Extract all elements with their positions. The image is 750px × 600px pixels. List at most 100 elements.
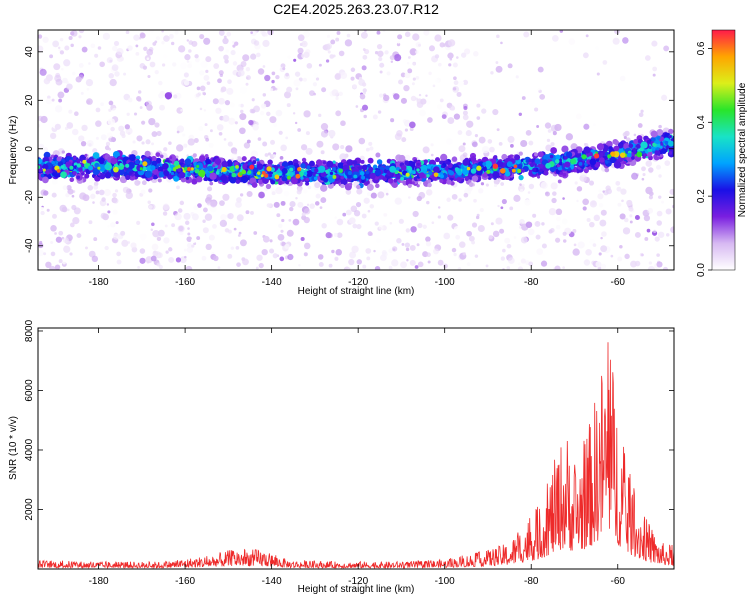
heatmap-cell xyxy=(439,98,444,103)
heatmap-cell xyxy=(209,200,218,208)
heatmap-cell xyxy=(453,76,457,81)
heatmap-cell xyxy=(555,224,561,230)
heatmap-cell xyxy=(200,60,208,68)
heatmap-cell xyxy=(667,140,674,147)
heatmap-cell xyxy=(78,62,84,68)
heatmap-cell xyxy=(642,172,646,177)
heatmap-cell xyxy=(592,49,599,55)
heatmap-cell xyxy=(458,145,466,153)
heatmap-cell xyxy=(551,35,559,42)
heatmap-cell xyxy=(184,54,191,61)
heatmap-cell xyxy=(191,244,195,248)
heatmap-cell xyxy=(68,109,73,114)
heatmap-cell xyxy=(46,208,50,212)
heatmap-cell xyxy=(661,200,665,204)
heatmap-cell xyxy=(252,160,257,165)
heatmap-cell xyxy=(462,142,466,146)
heatmap-cell xyxy=(367,231,373,237)
heatmap-cell xyxy=(85,78,94,87)
heatmap-cell xyxy=(247,170,252,175)
heatmap-cell xyxy=(312,82,318,87)
heatmap-cell xyxy=(363,197,370,204)
heatmap-cell xyxy=(303,208,311,215)
spectrogram-y-ticks: -40 -20 0 20 40 xyxy=(24,46,674,253)
heatmap-cell xyxy=(179,200,185,206)
heatmap-cell xyxy=(361,213,367,219)
heatmap-cell xyxy=(220,86,227,93)
heatmap-cell xyxy=(562,231,567,236)
heatmap-cell xyxy=(262,39,270,48)
heatmap-cell xyxy=(147,74,151,79)
heatmap-cell xyxy=(330,39,336,45)
heatmap-cell xyxy=(162,63,166,67)
heatmap-cell xyxy=(133,112,138,116)
colorbar-ticks: 0.0 0.2 0.4 0.6 xyxy=(696,41,712,277)
heatmap-cell xyxy=(564,156,568,160)
heatmap-cell xyxy=(108,147,111,151)
heatmap-cell xyxy=(218,131,223,136)
heatmap-cell xyxy=(462,152,468,158)
heatmap-cell xyxy=(194,57,200,63)
heatmap-cell xyxy=(94,53,99,58)
heatmap-cell xyxy=(90,43,96,49)
heatmap-cell xyxy=(448,63,452,67)
heatmap-cell xyxy=(393,178,398,183)
heatmap-cell xyxy=(606,188,612,195)
heatmap-cell xyxy=(209,181,214,186)
heatmap-cell xyxy=(425,99,431,105)
heatmap-cell xyxy=(416,168,420,172)
heatmap-cell xyxy=(583,142,587,146)
heatmap-cell xyxy=(235,156,238,160)
heatmap-cell xyxy=(335,249,342,256)
heatmap-cell xyxy=(235,164,239,169)
heatmap-cell xyxy=(534,158,541,165)
heatmap-cell xyxy=(582,52,589,59)
heatmap-cell xyxy=(578,161,583,166)
heatmap-cell xyxy=(336,232,343,238)
heatmap-cell xyxy=(105,141,111,147)
heatmap-cell xyxy=(391,259,399,267)
heatmap-cell xyxy=(441,114,447,120)
heatmap-cell xyxy=(501,153,508,161)
heatmap-cell xyxy=(190,167,194,171)
heatmap-cell xyxy=(278,223,283,229)
heatmap-cell xyxy=(559,171,564,175)
heatmap-cell xyxy=(318,165,326,173)
heatmap-cell xyxy=(367,166,374,173)
heatmap-cell xyxy=(161,41,165,45)
heatmap-cell xyxy=(241,169,247,175)
heatmap-cell xyxy=(453,225,461,233)
heatmap-cell xyxy=(62,261,66,265)
heatmap-cell xyxy=(38,165,41,170)
heatmap-cell xyxy=(162,203,170,211)
heatmap-cell xyxy=(97,46,102,50)
heatmap-cell xyxy=(599,219,607,227)
heatmap-cell xyxy=(234,121,238,125)
heatmap-cell xyxy=(115,221,119,225)
heatmap-cell xyxy=(462,114,469,121)
heatmap-cell xyxy=(59,37,64,42)
heatmap-cell xyxy=(305,181,310,186)
heatmap-cell xyxy=(112,233,120,240)
heatmap-cell xyxy=(60,171,67,179)
heatmap-cell xyxy=(347,171,352,176)
heatmap-cell xyxy=(184,158,192,165)
heatmap-cell xyxy=(348,217,356,224)
heatmap-cell xyxy=(353,210,361,217)
heatmap-cell xyxy=(385,192,389,196)
heatmap-cell xyxy=(540,260,548,267)
heatmap-cell xyxy=(355,105,359,108)
heatmap-cell xyxy=(219,219,228,228)
heatmap-cell xyxy=(468,235,475,242)
heatmap-cell xyxy=(283,190,290,197)
heatmap-cell xyxy=(629,214,633,218)
heatmap-cell xyxy=(474,254,479,258)
heatmap-cell xyxy=(661,94,668,101)
heatmap-cell xyxy=(492,163,499,169)
heatmap-cell xyxy=(152,266,159,270)
heatmap-cell xyxy=(600,245,608,253)
heatmap-cell xyxy=(555,208,563,216)
heatmap-cell xyxy=(59,50,65,55)
heatmap-cell xyxy=(362,48,366,51)
heatmap-cell xyxy=(119,56,125,62)
